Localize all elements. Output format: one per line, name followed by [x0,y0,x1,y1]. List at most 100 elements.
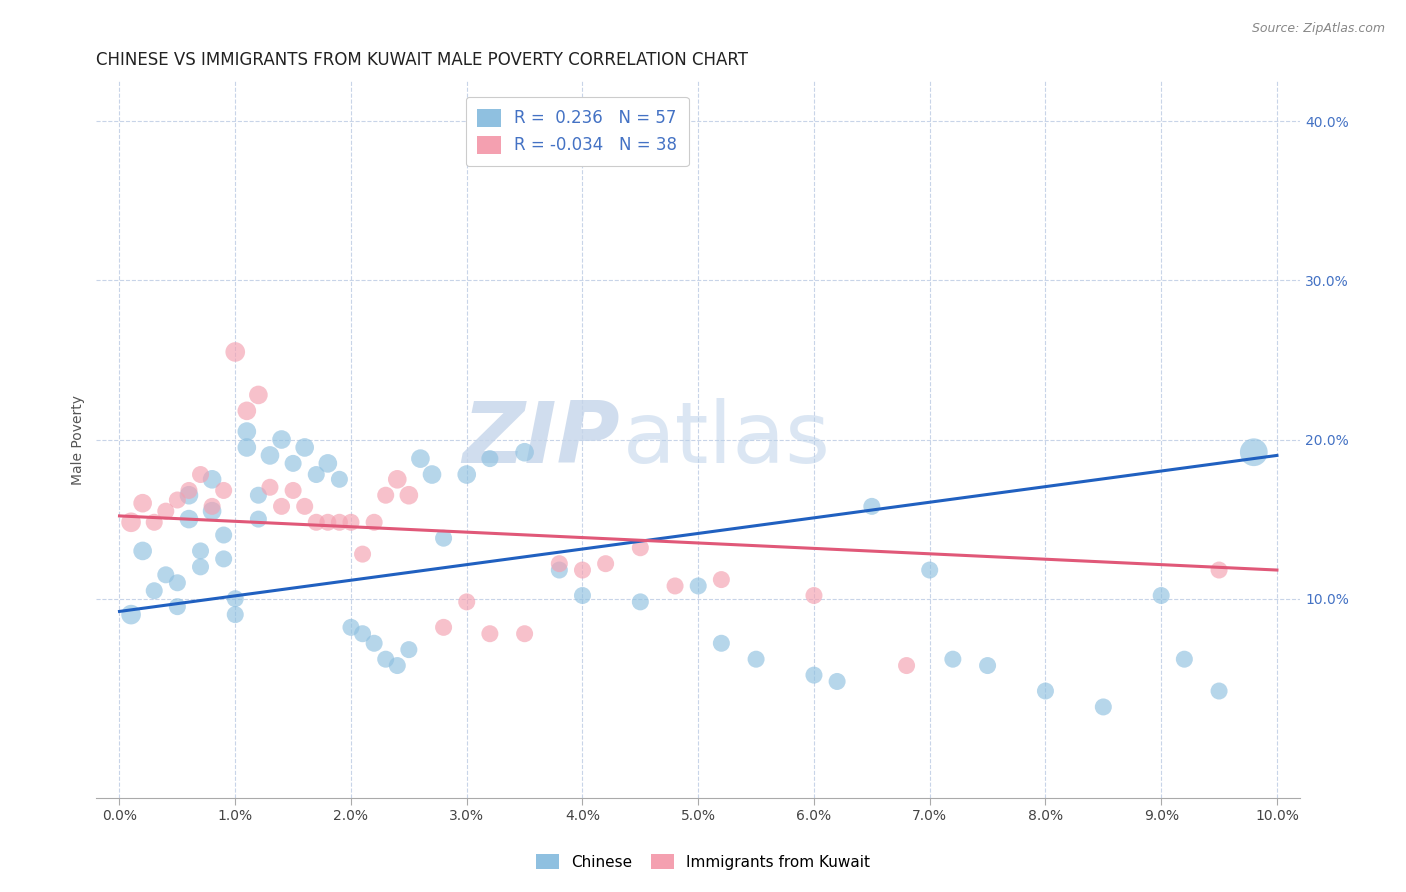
Point [387,472,409,486]
Point [803,668,825,682]
Point [166,575,188,590]
Point [595,557,617,571]
Point [294,500,316,514]
Text: atlas: atlas [623,398,831,481]
Point [166,493,188,508]
Point [270,433,292,447]
Point [328,472,350,486]
Point [374,488,396,502]
Point [201,472,224,486]
Point [259,449,281,463]
Point [745,652,768,666]
Point [236,404,259,418]
Point [432,620,454,634]
Point [201,500,224,514]
Point [409,451,432,466]
Point [190,467,212,482]
Point [1035,684,1057,698]
Point [513,626,536,640]
Legend: R =  0.236   N = 57, R = -0.034   N = 38: R = 0.236 N = 57, R = -0.034 N = 38 [465,97,689,166]
Point [398,488,420,502]
Point [942,652,965,666]
Point [166,599,188,614]
Point [281,456,304,470]
Point [363,516,385,530]
Point [259,480,281,494]
Point [478,626,501,640]
Point [212,552,235,566]
Text: ZIP: ZIP [463,398,620,481]
Point [374,652,396,666]
Point [803,589,825,603]
Point [478,451,501,466]
Point [305,516,328,530]
Point [710,573,733,587]
Point [432,531,454,545]
Legend: Chinese, Immigrants from Kuwait: Chinese, Immigrants from Kuwait [529,846,877,877]
Point [247,388,270,402]
Point [628,595,651,609]
Point [571,589,593,603]
Point [976,658,998,673]
Point [190,544,212,558]
Point [825,674,848,689]
Point [236,425,259,439]
Point [548,557,571,571]
Point [456,595,478,609]
Y-axis label: Male Poverty: Male Poverty [72,394,86,484]
Point [143,516,166,530]
Point [131,496,153,510]
Point [224,345,246,359]
Point [420,467,443,482]
Point [363,636,385,650]
Point [212,528,235,542]
Point [316,516,339,530]
Point [236,441,259,455]
Point [155,567,177,582]
Point [281,483,304,498]
Point [513,445,536,459]
Point [688,579,710,593]
Point [352,626,374,640]
Point [1150,589,1173,603]
Point [1208,563,1230,577]
Point [664,579,686,593]
Point [120,607,142,622]
Point [177,512,200,526]
Point [918,563,941,577]
Point [212,483,235,498]
Point [571,563,593,577]
Point [190,559,212,574]
Point [340,516,363,530]
Point [340,620,363,634]
Point [1092,700,1115,714]
Point [710,636,733,650]
Point [270,500,292,514]
Point [120,516,142,530]
Point [387,658,409,673]
Point [155,504,177,518]
Point [316,456,339,470]
Point [294,441,316,455]
Point [131,544,153,558]
Point [305,467,328,482]
Point [860,500,883,514]
Point [548,563,571,577]
Text: Source: ZipAtlas.com: Source: ZipAtlas.com [1251,22,1385,36]
Point [1173,652,1195,666]
Point [1208,684,1230,698]
Point [224,591,246,606]
Point [224,607,246,622]
Point [628,541,651,555]
Point [352,547,374,561]
Point [1243,445,1265,459]
Text: CHINESE VS IMMIGRANTS FROM KUWAIT MALE POVERTY CORRELATION CHART: CHINESE VS IMMIGRANTS FROM KUWAIT MALE P… [97,51,748,69]
Point [177,483,200,498]
Point [143,583,166,598]
Point [177,488,200,502]
Point [398,642,420,657]
Point [247,512,270,526]
Point [201,504,224,518]
Point [247,488,270,502]
Point [456,467,478,482]
